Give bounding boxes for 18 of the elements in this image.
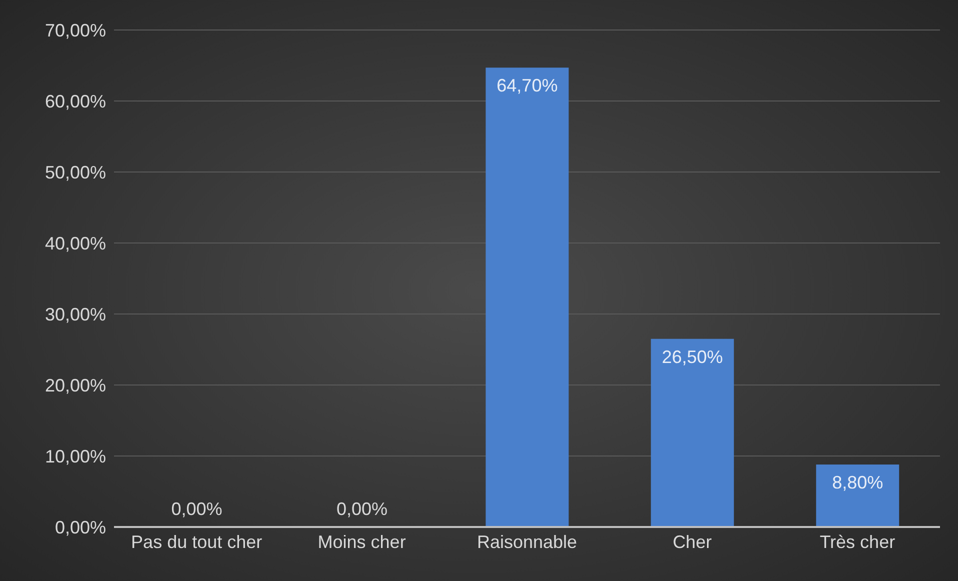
value-label: 26,50%	[662, 346, 723, 367]
y-tick-label: 70,00%	[44, 20, 106, 40]
x-tick-label: Pas du tout cher	[131, 532, 262, 552]
y-tick-label: 60,00%	[44, 91, 106, 112]
value-label: 0,00%	[171, 499, 222, 519]
value-label: 64,70%	[496, 76, 558, 96]
y-tick-label: 20,00%	[44, 375, 106, 396]
y-tick-label: 50,00%	[44, 162, 106, 182]
value-label: 0,00%	[336, 499, 388, 519]
x-tick-label: Très cher	[820, 532, 896, 552]
y-tick-label: 0,00%	[54, 517, 106, 538]
y-tick-label: 10,00%	[44, 446, 106, 466]
value-label: 8,80%	[832, 472, 884, 493]
y-tick-label: 40,00%	[44, 233, 106, 254]
y-tick-label: 30,00%	[44, 304, 106, 324]
x-tick-label: Cher	[672, 532, 712, 552]
x-tick-label: Moins cher	[318, 532, 406, 552]
x-tick-label: Raisonnable	[476, 532, 578, 552]
